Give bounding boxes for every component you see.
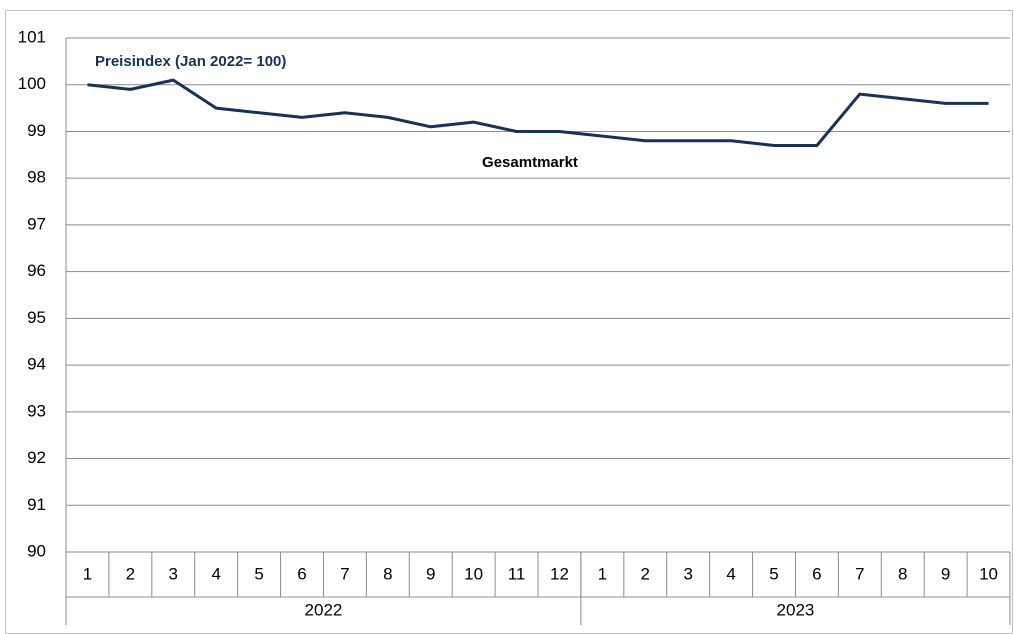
y-tick-label: 93 [27, 401, 46, 420]
chart-title: Preisindex (Jan 2022= 100) [95, 53, 286, 70]
x-group-label: 2023 [777, 600, 815, 619]
x-tick-label: 5 [769, 564, 778, 583]
x-tick-label: 8 [383, 564, 392, 583]
y-tick-label: 100 [18, 74, 46, 93]
x-tick-label: 8 [898, 564, 907, 583]
x-tick-label: 3 [169, 564, 178, 583]
y-tick-label: 98 [27, 168, 46, 187]
x-tick-label: 1 [83, 564, 92, 583]
x-tick-label: 10 [464, 564, 483, 583]
y-tick-label: 91 [27, 495, 46, 514]
x-tick-label: 10 [979, 564, 998, 583]
x-tick-label: 7 [340, 564, 349, 583]
y-tick-label: 95 [27, 308, 46, 327]
series-line [87, 78, 989, 147]
x-tick-label: 6 [297, 564, 306, 583]
x-tick-label: 11 [508, 564, 526, 583]
y-tick-label: 94 [27, 355, 46, 374]
x-tick-label: 1 [598, 564, 607, 583]
x-group-label: 2022 [305, 600, 343, 619]
chart-frame [5, 10, 1013, 634]
y-tick-label: 99 [27, 121, 46, 140]
x-tick-label: 4 [726, 564, 735, 583]
y-tick-label: 96 [27, 261, 46, 280]
x-tick-label: 7 [855, 564, 864, 583]
x-tick-label: 9 [426, 564, 435, 583]
y-tick-label: 90 [27, 541, 46, 560]
y-tick-label: 97 [27, 214, 46, 233]
x-tick-label: 5 [254, 564, 263, 583]
x-tick-label: 9 [941, 564, 950, 583]
x-tick-label: 2 [641, 564, 650, 583]
x-tick-label: 12 [550, 564, 569, 583]
x-tick-label: 2 [126, 564, 135, 583]
x-tick-label: 4 [211, 564, 220, 583]
y-tick-label: 92 [27, 448, 46, 467]
x-tick-label: 6 [812, 564, 821, 583]
y-tick-label: 101 [18, 27, 46, 46]
series-label: Gesamtmarkt [482, 154, 578, 171]
x-tick-label: 3 [683, 564, 692, 583]
